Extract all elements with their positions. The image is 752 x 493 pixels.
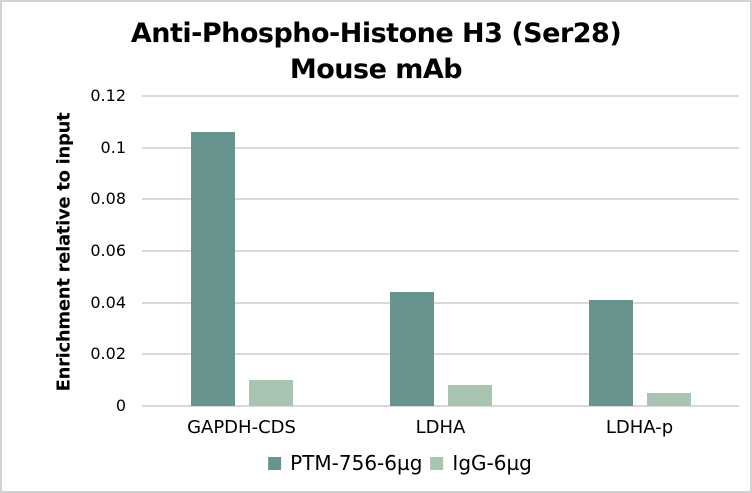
y-tick-label-0-1: 0.1 (100, 137, 126, 157)
chart-title-line2: Mouse mAb (289, 54, 463, 85)
legend-swatch-icon-igg-6-g (430, 456, 444, 470)
gridline-0-04 (142, 302, 739, 304)
legend: PTM-756-6µg IgG-6µg (268, 451, 532, 475)
x-category-label-ldha-p: LDHA-p (605, 417, 674, 438)
plot-area (142, 95, 739, 407)
y-tick-label-0-04: 0.04 (90, 292, 126, 312)
y-axis-title: Enrichment relative to input (53, 112, 75, 392)
x-category-label-ldha: LDHA (415, 417, 466, 438)
bar-ldha-ptm-756-6-g (390, 292, 434, 406)
bar-ldha-p-igg-6-g (647, 393, 691, 406)
gridline-0-08 (142, 198, 739, 200)
gridline-0-12 (142, 95, 739, 97)
legend-label-ptm-756-6-g: PTM-756-6µg (290, 451, 423, 475)
chart-title-line1: Anti-Phospho-Histone H3 (Ser28) (130, 18, 622, 49)
x-category-label-gapdh-cds: GAPDH-CDS (187, 417, 296, 438)
y-tick-label-0-02: 0.02 (90, 344, 126, 364)
legend-swatch-icon-ptm-756-6-g (268, 456, 282, 470)
y-tick-label-0: 0 (115, 396, 126, 415)
gridline-0-06 (142, 250, 739, 252)
bar-gapdh-cds-igg-6-g (249, 380, 293, 406)
gridline-0-1 (142, 147, 739, 149)
gridline-0-02 (142, 353, 739, 355)
bar-ldha-igg-6-g (448, 385, 492, 406)
y-tick-label-0-12: 0.12 (90, 86, 126, 105)
bar-gapdh-cds-ptm-756-6-g (191, 132, 235, 406)
legend-item-ptm-756-6-g: PTM-756-6µg (268, 451, 422, 475)
bar-ldha-p-ptm-756-6-g (589, 300, 633, 406)
y-tick-label-0-06: 0.06 (90, 241, 126, 260)
legend-label-igg-6-g: IgG-6µg (452, 451, 532, 475)
y-tick-label-0-08: 0.08 (90, 189, 126, 209)
chart-title: Anti-Phospho-Histone H3 (Ser28) Mouse mA… (2, 16, 750, 88)
gridline-0 (142, 405, 739, 407)
legend-item-igg-6-g: IgG-6µg (430, 451, 532, 475)
